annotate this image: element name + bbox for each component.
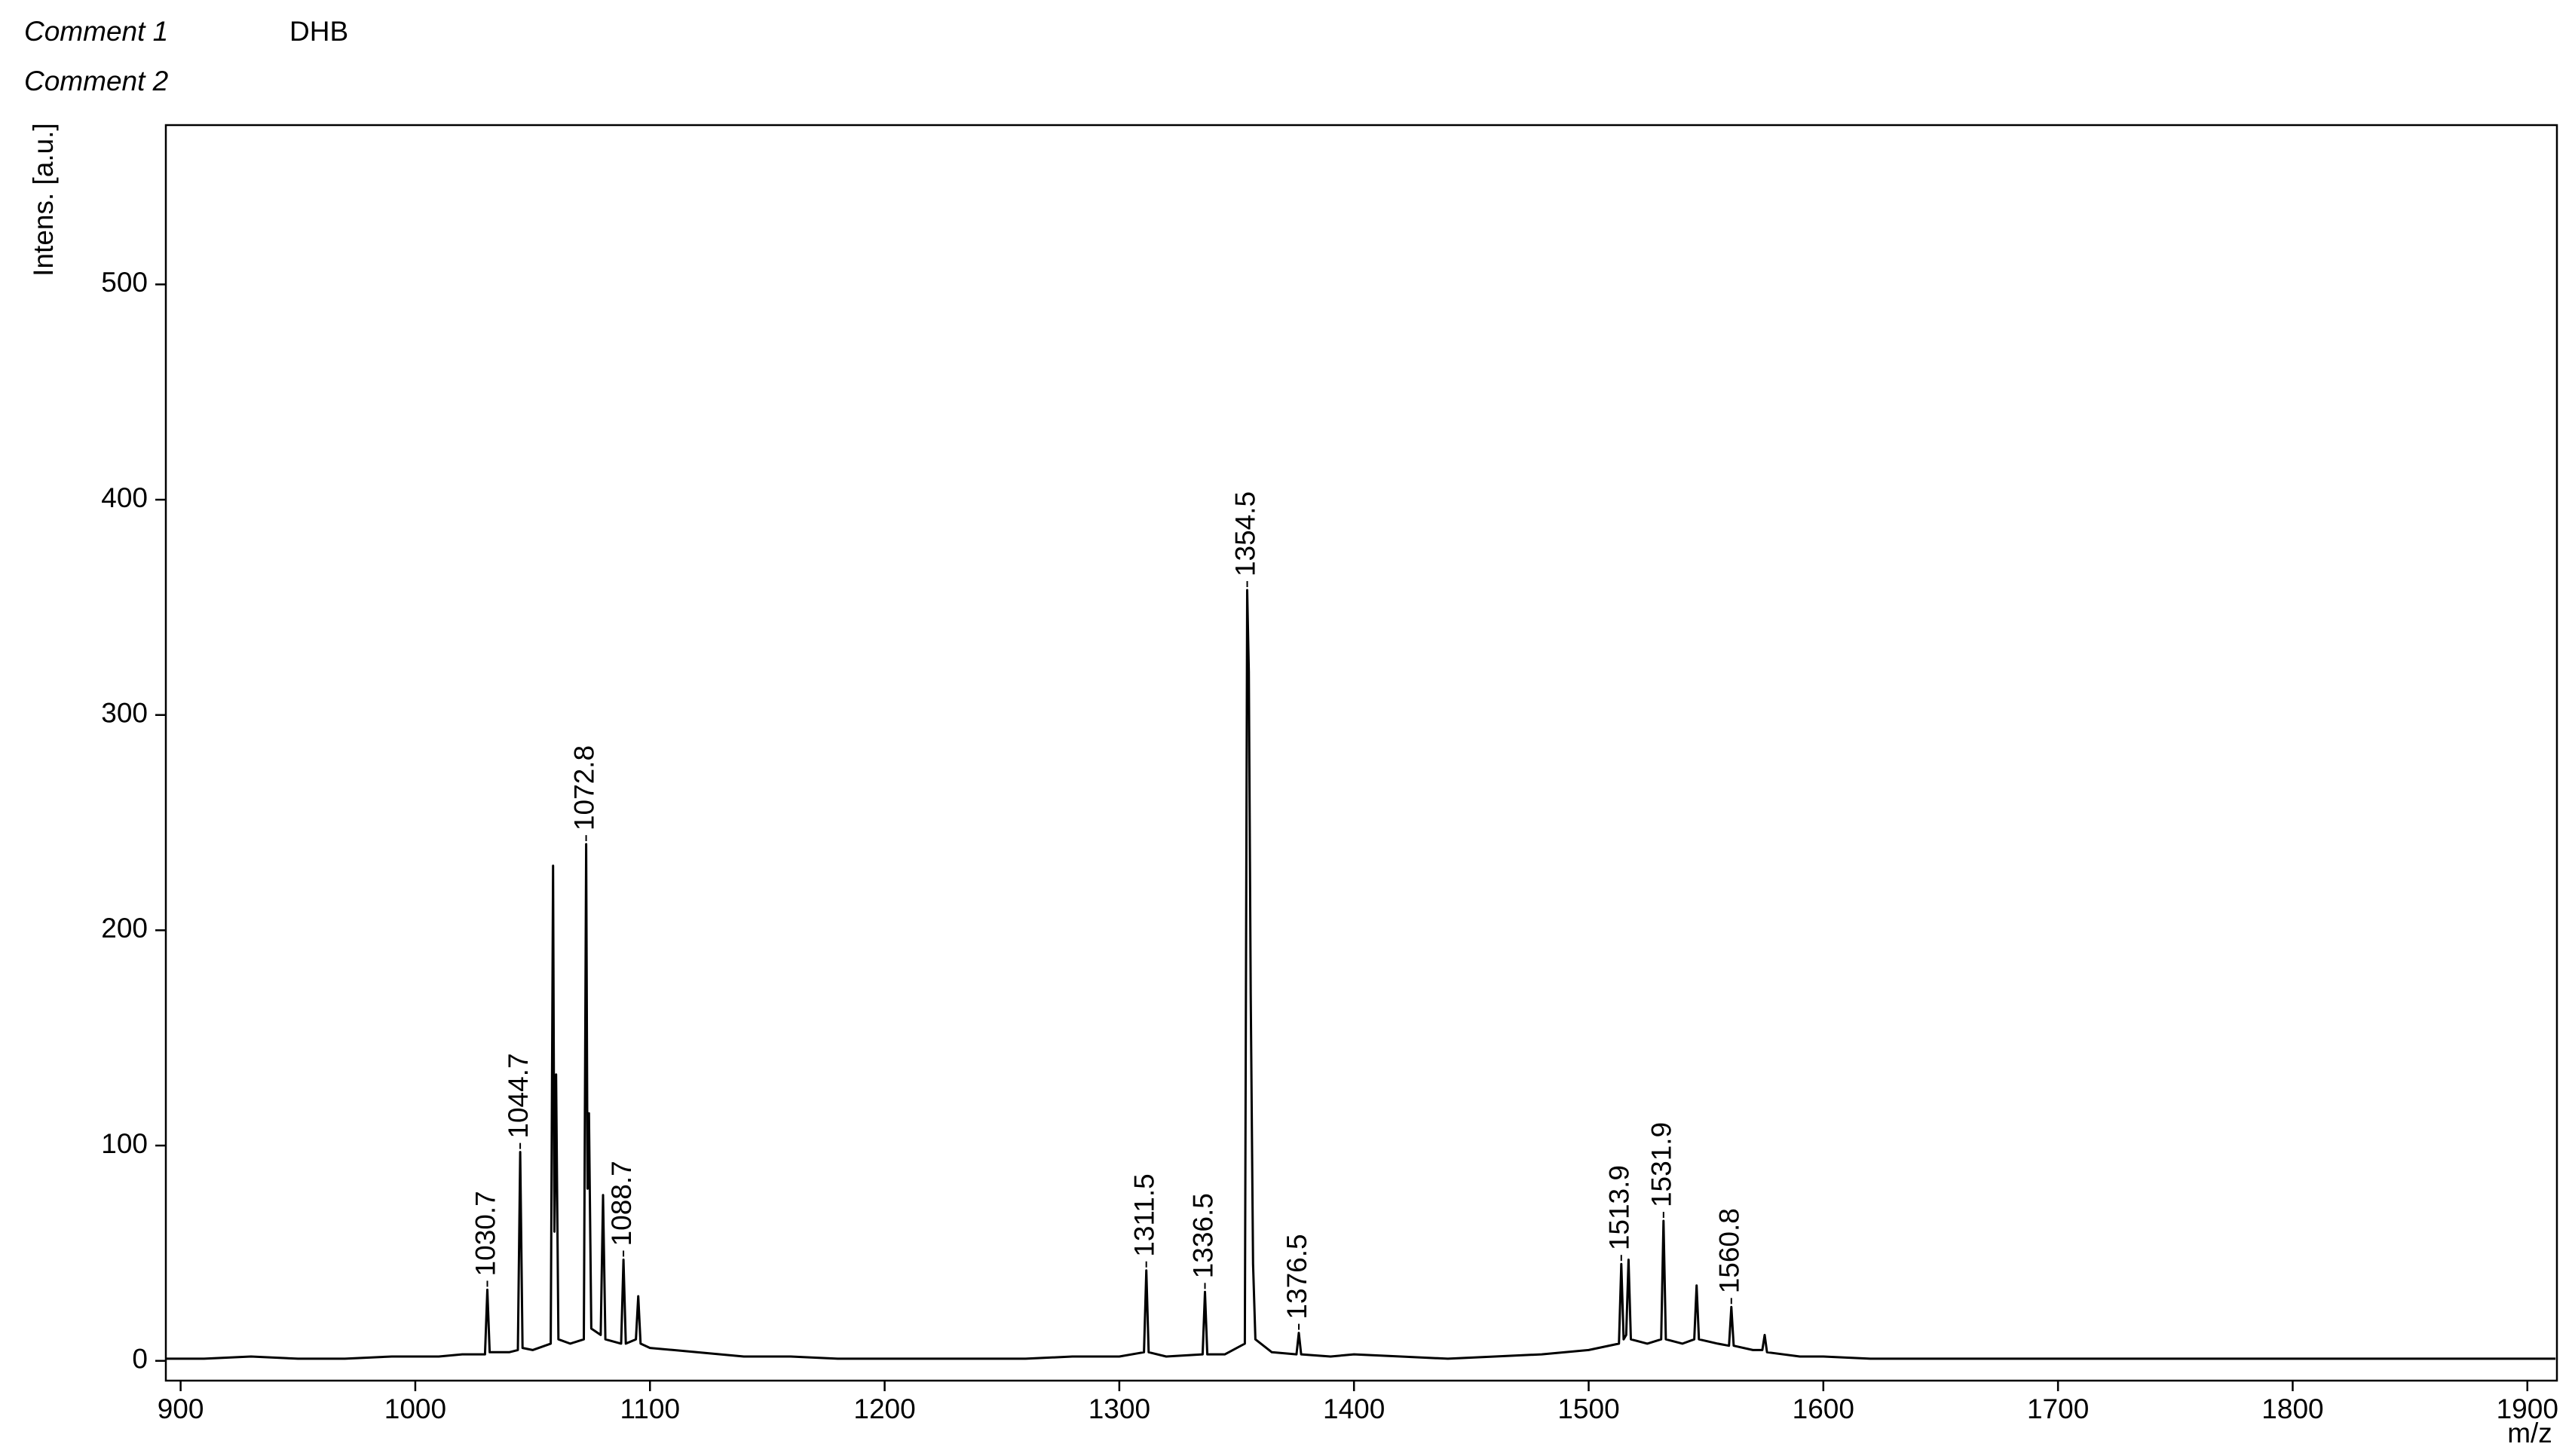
y-tick-label: 500 <box>101 267 148 298</box>
x-tick-label: 1900 <box>2497 1393 2558 1424</box>
peak-label: 1531.9 <box>1646 1122 1677 1207</box>
y-tick-label: 100 <box>101 1128 148 1159</box>
peak-label: 1044.7 <box>503 1053 534 1138</box>
x-tick-label: 1100 <box>620 1393 680 1424</box>
plot-frame <box>164 124 2558 1382</box>
x-tick-label: 1200 <box>853 1393 915 1424</box>
y-tick-label: 200 <box>101 913 148 944</box>
comment-text: DHB <box>289 16 348 47</box>
x-tick-label: 1300 <box>1089 1393 1150 1424</box>
y-tick-label: 400 <box>101 482 148 513</box>
peak-label: 1513.9 <box>1604 1165 1635 1250</box>
peak-label: 1030.7 <box>470 1191 501 1276</box>
comment-label: Comment 2 <box>24 66 169 96</box>
y-tick-label: 300 <box>101 698 148 729</box>
peak-label: 1311.5 <box>1128 1173 1159 1256</box>
peak-label: 1088.7 <box>606 1161 637 1246</box>
x-axis-label: m/z <box>2507 1418 2552 1448</box>
y-axis-label: Intens. [a.u.] <box>28 123 59 277</box>
x-tick-label: 1800 <box>2261 1393 2323 1424</box>
y-tick-label: 0 <box>132 1344 148 1375</box>
peak-label: 1072.8 <box>568 745 599 830</box>
x-tick-label: 1500 <box>1557 1393 1619 1424</box>
x-tick-label: 900 <box>158 1393 204 1424</box>
x-tick-label: 1600 <box>1793 1393 1854 1424</box>
peak-label: 1376.5 <box>1281 1234 1312 1319</box>
peak-label: 1336.5 <box>1187 1193 1218 1278</box>
x-tick-label: 1400 <box>1323 1393 1385 1424</box>
x-tick-label: 1000 <box>384 1393 446 1424</box>
peak-label: 1354.5 <box>1229 491 1260 577</box>
peak-label: 1560.8 <box>1714 1208 1745 1293</box>
x-tick-label: 1700 <box>2027 1393 2089 1424</box>
spectrum-line <box>166 589 2556 1360</box>
comment-label: Comment 1 <box>24 16 168 47</box>
